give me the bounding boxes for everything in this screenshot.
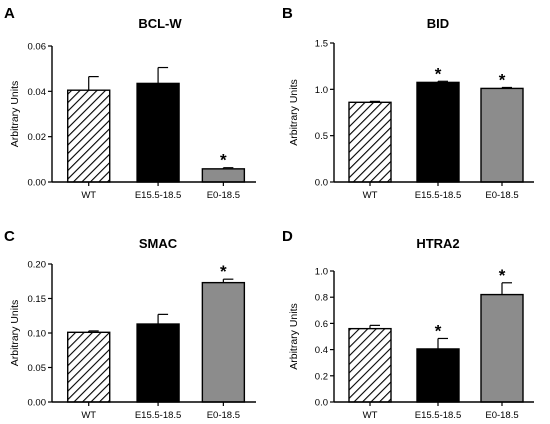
bar-WT: [348, 327, 392, 403]
significance-star: *: [499, 266, 506, 285]
bar-WT: [67, 89, 111, 183]
y-axis-label: Arbitrary Units: [288, 303, 300, 370]
bar-E0-18.5: [201, 168, 246, 183]
y-tick-label: 0.6: [315, 319, 328, 330]
x-tick-label: E0-18.5: [485, 190, 518, 201]
bar-E15.5-18.5: [136, 82, 180, 183]
chart-title: SMAC: [139, 236, 178, 251]
significance-star: *: [220, 262, 227, 281]
x-tick-label: WT: [81, 190, 96, 201]
y-tick-label: 1.0: [315, 267, 328, 278]
y-tick-label: 0.00: [28, 178, 47, 189]
x-tick-label: E0-18.5: [485, 410, 518, 421]
x-tick-label: E15.5-18.5: [135, 410, 181, 421]
x-tick-label: WT: [81, 410, 96, 421]
bar-E15.5-18.5: [136, 323, 180, 403]
panel-A: A BCL-W Arbitrary Units WT E15.5-18.5 * E0-18.…: [4, 5, 256, 201]
significance-star: *: [435, 64, 442, 83]
y-tick-label: 0.02: [28, 132, 47, 143]
y-tick-label: 0.4: [315, 345, 328, 356]
y-tick-label: 1.0: [315, 85, 328, 96]
y-axis-label: Arbitrary Units: [9, 81, 21, 148]
y-tick-label: 0.00: [28, 398, 47, 409]
bar-WT: [348, 101, 392, 183]
x-tick-label: E15.5-18.5: [415, 410, 461, 421]
y-tick-label: 1.5: [315, 39, 328, 50]
x-tick-label: WT: [363, 190, 378, 201]
significance-star: *: [499, 70, 506, 89]
y-tick-label: 0.0: [315, 398, 328, 409]
panel-letter: B: [282, 5, 293, 22]
x-tick-label: E15.5-18.5: [135, 190, 181, 201]
chart-title: BID: [427, 16, 449, 31]
chart-title: HTRA2: [416, 236, 459, 251]
y-tick-label: 0.2: [315, 371, 328, 382]
bar-WT: [67, 331, 111, 403]
panel-letter: C: [4, 228, 15, 245]
panel-letter: D: [282, 228, 293, 245]
y-tick-label: 0.0: [315, 178, 328, 189]
bar-E0-18.5: [480, 87, 524, 183]
bar-E0-18.5: [201, 281, 246, 403]
y-tick-label: 0.05: [28, 363, 47, 374]
bar-E0-18.5: [480, 293, 524, 403]
x-tick-label: E0-18.5: [207, 410, 240, 421]
x-tick-label: E15.5-18.5: [415, 190, 461, 201]
panel-letter: A: [4, 5, 15, 22]
y-tick-label: 0.8: [315, 293, 328, 304]
y-axis-label: Arbitrary Units: [9, 300, 21, 367]
panel-C: C SMAC Arbitrary Units WT E15.5-18.5 * E0-18.5…: [4, 228, 256, 421]
panel-B: B BID Arbitrary Units WT * E15.5-18.5 * E0-18.5…: [282, 5, 534, 201]
y-tick-label: 0.5: [315, 131, 328, 142]
significance-star: *: [435, 321, 442, 340]
bar-E15.5-18.5: [416, 348, 460, 403]
x-tick-label: WT: [363, 410, 378, 421]
y-axis-label: Arbitrary Units: [288, 79, 300, 146]
y-tick-label: 0.06: [28, 42, 47, 53]
chart-title: BCL-W: [138, 16, 182, 31]
y-tick-label: 0.15: [28, 294, 47, 305]
y-tick-label: 0.04: [28, 87, 47, 98]
panel-D: D HTRA2 Arbitrary Units WT * E15.5-18.5 * E0-18…: [282, 228, 534, 421]
significance-star: *: [220, 151, 227, 170]
y-tick-label: 0.20: [28, 260, 47, 271]
y-tick-label: 0.10: [28, 329, 47, 340]
x-tick-label: E0-18.5: [207, 190, 240, 201]
bar-E15.5-18.5: [416, 81, 460, 183]
